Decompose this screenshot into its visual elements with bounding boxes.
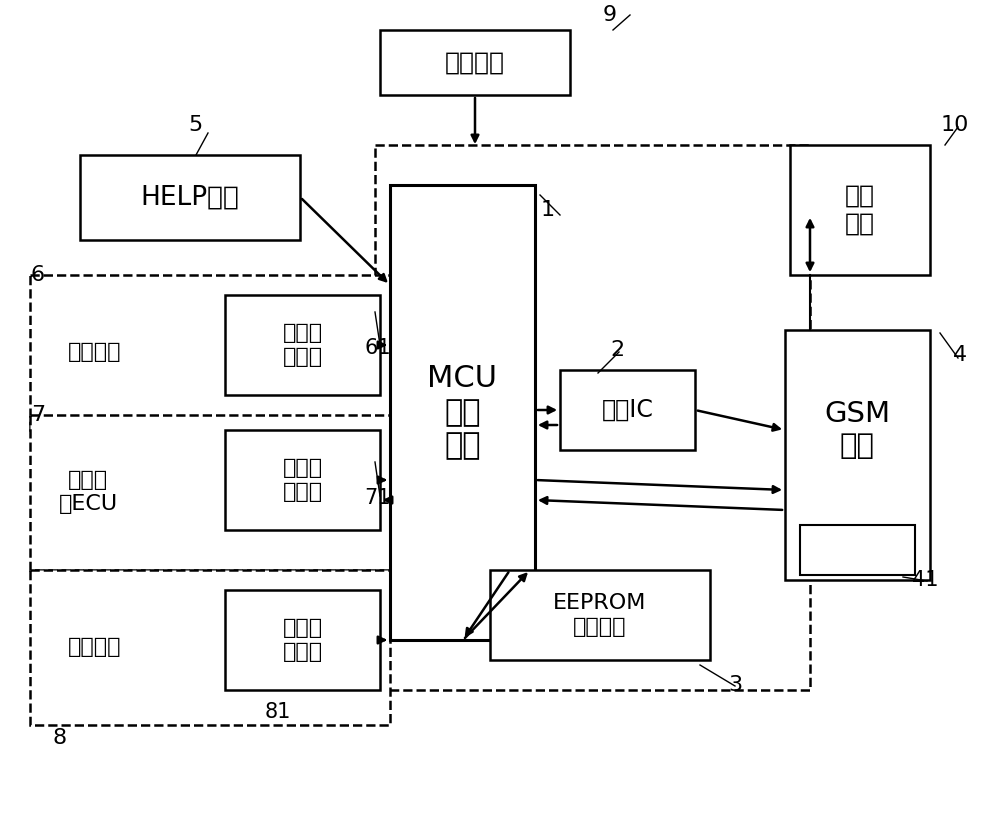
Text: 第二控
制芯片: 第二控 制芯片: [282, 458, 323, 502]
Bar: [225, 430, 380, 530]
Bar: [490, 570, 710, 660]
Text: 61: 61: [365, 338, 391, 358]
Bar: [30, 275, 390, 430]
Text: 第三控
制芯片: 第三控 制芯片: [282, 619, 323, 661]
Text: 10: 10: [941, 115, 969, 135]
Text: 2: 2: [610, 340, 624, 360]
Text: 81: 81: [265, 702, 291, 722]
Text: 供电系统: 供电系统: [445, 50, 505, 74]
Text: 71: 71: [365, 488, 391, 508]
Text: 6: 6: [31, 265, 45, 285]
Bar: [390, 185, 535, 640]
Bar: [375, 145, 810, 690]
Text: 备用
电池: 备用 电池: [845, 184, 875, 236]
Text: 第一控
制芯片: 第一控 制芯片: [282, 323, 323, 367]
Text: 防盗系统: 防盗系统: [68, 342, 122, 362]
Text: SIM卡: SIM卡: [833, 540, 882, 560]
Text: MCU
控制
芯片: MCU 控制 芯片: [428, 364, 498, 461]
Text: 9: 9: [603, 5, 617, 25]
Text: 41: 41: [912, 570, 938, 590]
Bar: [785, 330, 930, 580]
Bar: [380, 30, 570, 95]
Text: 1: 1: [541, 200, 555, 220]
Bar: [800, 525, 915, 575]
Bar: [30, 415, 390, 570]
Text: EEPROM
存储芯片: EEPROM 存储芯片: [553, 594, 647, 636]
Text: GSM
模块: GSM 模块: [824, 400, 891, 460]
Bar: [225, 590, 380, 690]
Bar: [560, 370, 695, 450]
Text: 语音IC: 语音IC: [602, 398, 653, 422]
Text: 5: 5: [188, 115, 202, 135]
Text: 7: 7: [31, 405, 45, 425]
Bar: [225, 295, 380, 395]
Bar: [30, 570, 390, 725]
Bar: [790, 145, 930, 275]
Text: 4: 4: [953, 345, 967, 365]
Text: 导航系统: 导航系统: [68, 637, 122, 657]
Text: 安全气
囊ECU: 安全气 囊ECU: [58, 470, 118, 514]
Bar: [80, 155, 300, 240]
Text: 3: 3: [728, 675, 742, 695]
Text: 8: 8: [53, 728, 67, 748]
Text: HELP按键: HELP按键: [141, 185, 239, 210]
